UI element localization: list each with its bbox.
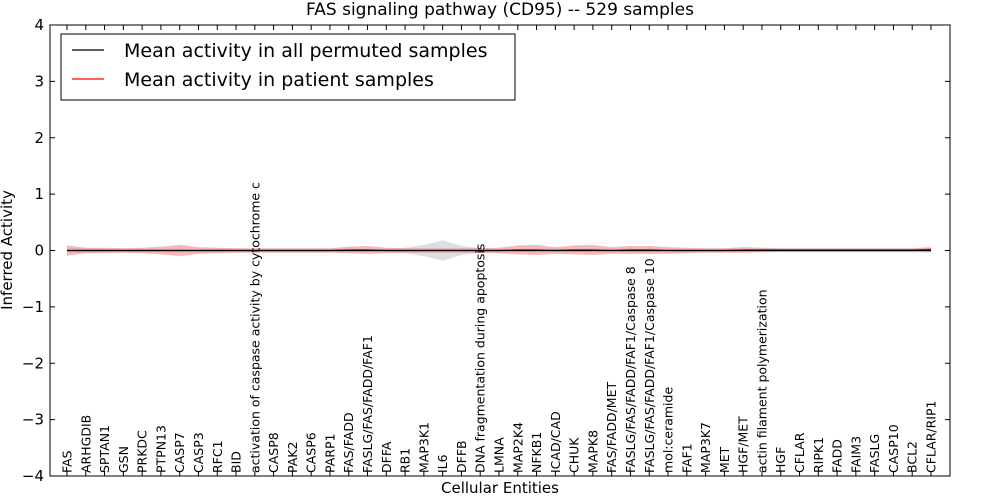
y-axis-title: Inferred Activity [0,190,16,310]
x-tick-label: CASP7 [172,432,187,473]
x-tick-label: FASLG [867,434,882,473]
x-tick-label: ICAD/CAD [548,411,563,473]
x-tick-label: FAS [60,450,75,473]
x-tick-label: LMNA [492,437,507,473]
x-tick-label: MET [717,446,732,473]
y-tick-label: 1 [34,185,44,203]
x-tick-label: CFLAR/RIP1 [924,401,939,473]
x-tick-label: IL6 [435,454,450,473]
y-tick-label: 2 [34,129,44,147]
x-tick-label: BID [229,451,244,473]
x-tick-label: MAP2K4 [510,422,525,473]
x-tick-label: FADD [830,439,845,473]
x-axis-ticks: FAS ARHGDIB SPTAN1 GSN PRKDC PTPN13 CASP7 CASP3… [60,25,939,476]
x-tick-label: FAF1 [679,443,694,473]
y-tick-label: −1 [22,298,44,316]
x-tick-label: CHUK [567,437,582,473]
series-lines [67,248,932,252]
x-tick-label: FASLG/FAS/FADD/FAF1/Caspase 10 [642,258,657,473]
x-tick-label: HGF [773,447,788,473]
x-tick-label: activation of caspase activity by cytoch… [247,182,262,473]
legend: Mean activity in all permuted samples Me… [60,33,516,101]
y-tick-label: −4 [22,467,44,485]
legend-box [60,33,516,101]
x-tick-label: mol:ceramide [661,387,676,473]
x-tick-label: CASP10 [886,424,901,473]
y-axis-ticks: −4 −3 −2 −1 0 1 2 3 4 [22,16,950,485]
x-tick-label: FAIM3 [848,436,863,473]
x-tick-label: FASLG/FAS/FADD/FAF1/Caspase 8 [623,266,638,473]
x-axis-title: Cellular Entities [441,479,559,497]
x-tick-label: FAS/FADD/MET [604,382,619,473]
x-tick-label: DFFB [454,440,469,473]
x-tick-label: PARP1 [322,434,337,473]
y-tick-label: −2 [22,354,44,372]
chart-title: FAS signaling pathway (CD95) -- 529 samp… [306,0,694,20]
x-tick-label: PAK2 [285,442,300,473]
y-tick-label: 3 [34,72,44,90]
y-tick-label: 0 [34,242,44,260]
x-tick-label: FAS/FADD [341,412,356,473]
y-tick-label: 4 [34,16,44,34]
x-tick-label: PTPN13 [153,425,168,473]
x-tick-label: ARHGDIB [78,415,93,473]
x-tick-label: CASP3 [191,432,206,473]
x-tick-label: MAP3K7 [698,422,713,473]
x-tick-label: FASLG/FAS/FADD/FAF1 [360,335,375,473]
x-tick-label: DFFA [379,441,394,473]
y-tick-label: −3 [22,411,44,429]
x-tick-label: CASP8 [266,432,281,473]
x-tick-label: RB1 [398,448,413,473]
x-tick-label: CFLAR [792,432,807,473]
legend-label-patient: Mean activity in patient samples [124,69,434,91]
x-tick-label: HGF/MET [736,416,751,473]
legend-label-permuted: Mean activity in all permuted samples [124,40,487,62]
x-tick-label: SPTAN1 [97,425,112,473]
x-tick-label: DNA fragmentation during apoptosis [473,244,488,473]
x-tick-label: RIPK1 [811,437,826,473]
x-tick-label: BCL2 [905,441,920,473]
x-tick-label: CASP6 [304,432,319,473]
x-tick-label: NFKB1 [529,432,544,473]
x-tick-label: PRKDC [135,430,150,473]
x-tick-label: MAPK8 [585,430,600,473]
x-tick-label: RFC1 [210,440,225,473]
x-tick-label: actin filament polymerization [754,289,769,473]
x-tick-label: GSN [116,446,131,473]
x-tick-label: MAP3K1 [416,422,431,473]
